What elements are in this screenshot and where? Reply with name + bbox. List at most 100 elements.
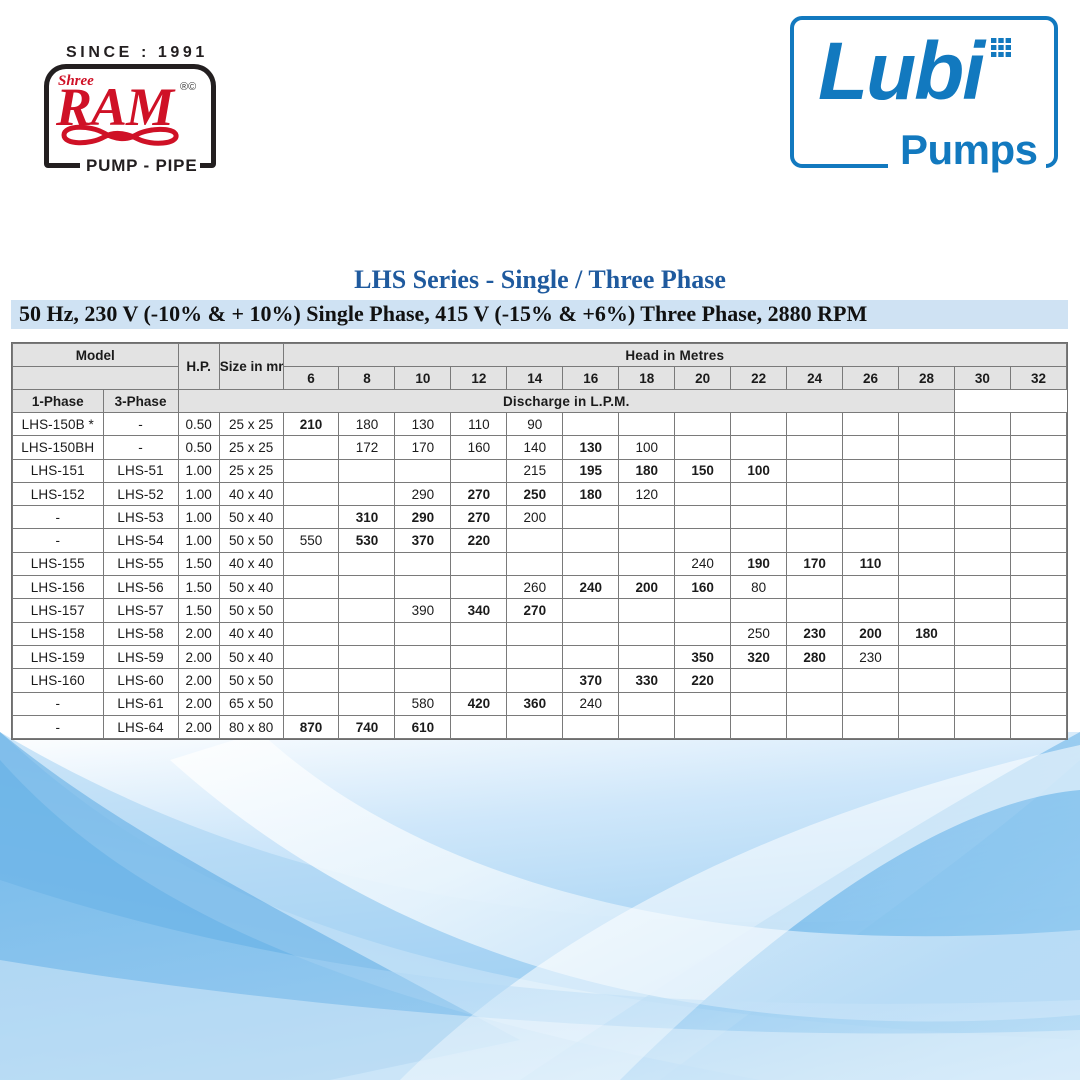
- cell-one-phase: LHS-156: [12, 575, 104, 600]
- cell-discharge-head-22: 250: [730, 621, 788, 646]
- cell-discharge-head-28: [898, 668, 955, 693]
- cell-discharge-head-8: [338, 644, 396, 670]
- cell-size: 80 x 80: [218, 714, 284, 740]
- cell-discharge-head-14: [506, 714, 564, 740]
- cell-discharge-head-8: 530: [338, 528, 396, 553]
- cell-discharge-head-18: 330: [618, 668, 676, 693]
- shree-ram-logo: SINCE : 1991 Shree RAM ®© PUMP - PIPE: [20, 18, 220, 176]
- cell-discharge-head-32: [1009, 575, 1068, 600]
- header-size: Size in mm: [218, 343, 284, 390]
- cell-three-phase: LHS-57: [102, 598, 179, 623]
- cell-discharge-head-14: 90: [506, 411, 564, 437]
- cell-discharge-head-30: [953, 551, 1011, 577]
- cell-one-phase: LHS-158: [12, 621, 104, 646]
- cell-discharge-head-10: 290: [394, 505, 452, 530]
- cell-discharge-head-18: [618, 411, 676, 437]
- cell-discharge-head-24: [786, 598, 844, 623]
- cell-discharge-head-10: [394, 551, 452, 577]
- cell-discharge-head-32: [1009, 668, 1068, 693]
- cell-three-phase: LHS-59: [102, 644, 179, 670]
- cell-discharge-head-6: [282, 505, 340, 530]
- cell-discharge-head-24: [786, 458, 844, 483]
- shree-wordmark: Shree: [58, 73, 94, 89]
- cell-discharge-head-6: [282, 435, 340, 460]
- cell-hp: 1.00: [177, 481, 220, 507]
- cell-discharge-head-14: 200: [506, 505, 564, 530]
- cell-discharge-head-16: [562, 621, 620, 646]
- specification-text: 50 Hz, 230 V (-10% & + 10%) Single Phase…: [19, 301, 868, 326]
- cell-discharge-head-20: [674, 691, 732, 716]
- cell-discharge-head-26: [842, 411, 900, 437]
- cell-one-phase: LHS-157: [12, 598, 104, 623]
- cell-discharge-head-10: 290: [394, 481, 452, 507]
- cell-discharge-head-14: 270: [506, 598, 564, 623]
- cell-discharge-head-24: 170: [786, 551, 844, 577]
- ram-swirl-icon: [61, 124, 179, 146]
- cell-discharge-head-24: [786, 575, 844, 600]
- header-model: Model: [12, 343, 179, 367]
- cell-discharge-head-18: 200: [618, 575, 676, 600]
- cell-discharge-head-18: [618, 714, 676, 740]
- cell-discharge-head-10: 390: [394, 598, 452, 623]
- cell-discharge-head-10: [394, 458, 452, 483]
- cell-discharge-head-16: 180: [562, 481, 620, 507]
- cell-discharge-head-18: 180: [618, 458, 676, 483]
- cell-discharge-head-12: 340: [450, 598, 508, 623]
- cell-discharge-head-18: [618, 691, 676, 716]
- cell-discharge-head-8: [338, 551, 396, 577]
- cell-discharge-head-30: [953, 575, 1011, 600]
- cell-one-phase: -: [12, 528, 104, 553]
- header-head-12: 12: [450, 366, 508, 390]
- cell-discharge-head-32: [1009, 528, 1068, 553]
- performance-table: Model H.P. Size in mm Head in Metres 681…: [12, 343, 1068, 740]
- cell-discharge-head-14: 140: [506, 435, 564, 460]
- cell-discharge-head-26: [842, 458, 900, 483]
- cell-hp: 2.00: [177, 714, 220, 740]
- cell-discharge-head-26: [842, 505, 900, 530]
- header-row-group: Model H.P. Size in mm Head in Metres: [12, 343, 1068, 390]
- cell-discharge-head-30: [953, 435, 1011, 460]
- cell-discharge-head-28: 180: [898, 621, 955, 646]
- cell-discharge-head-12: [450, 668, 508, 693]
- cell-hp: 2.00: [177, 644, 220, 670]
- cell-discharge-head-32: [1009, 551, 1068, 577]
- cell-discharge-head-14: [506, 621, 564, 646]
- cell-discharge-head-28: [898, 575, 955, 600]
- cell-discharge-head-24: [786, 481, 844, 507]
- cell-discharge-head-18: 100: [618, 435, 676, 460]
- cell-discharge-head-12: 160: [450, 435, 508, 460]
- cell-discharge-head-24: 230: [786, 621, 844, 646]
- header-head-in-metres: Head in Metres: [282, 343, 1068, 367]
- table-head: Model H.P. Size in mm Head in Metres 681…: [12, 343, 1068, 413]
- cell-discharge-head-20: [674, 528, 732, 553]
- cell-discharge-head-12: 420: [450, 691, 508, 716]
- cell-one-phase: -: [12, 691, 104, 716]
- table-row: LHS-160 LHS-60 2.00 50 x 50 370 330 220: [12, 668, 1068, 693]
- cell-discharge-head-6: 550: [282, 528, 340, 553]
- cell-discharge-head-24: [786, 505, 844, 530]
- cell-discharge-head-18: [618, 505, 676, 530]
- header-head-20: 20: [674, 366, 732, 390]
- cell-discharge-head-8: [338, 621, 396, 646]
- cell-discharge-head-20: 220: [674, 668, 732, 693]
- cell-discharge-head-26: [842, 598, 900, 623]
- cell-discharge-head-20: [674, 411, 732, 437]
- cell-discharge-head-10: 170: [394, 435, 452, 460]
- cell-discharge-head-10: [394, 644, 452, 670]
- cell-discharge-head-14: [506, 528, 564, 553]
- lubi-frame-gap: [888, 144, 1046, 168]
- cell-discharge-head-16: 195: [562, 458, 620, 483]
- cell-hp: 1.00: [177, 528, 220, 553]
- cell-discharge-head-32: [1009, 458, 1068, 483]
- lubi-grid-dots-icon: [991, 38, 1011, 57]
- cell-discharge-head-6: [282, 575, 340, 600]
- cell-three-phase: LHS-53: [102, 505, 179, 530]
- table-row: - LHS-54 1.00 50 x 50 550 530 370 220: [12, 528, 1068, 553]
- cell-discharge-head-22: [730, 598, 788, 623]
- cell-one-phase: -: [12, 505, 104, 530]
- cell-size: 40 x 40: [218, 551, 284, 577]
- cell-discharge-head-10: [394, 621, 452, 646]
- cell-discharge-head-20: [674, 598, 732, 623]
- cell-discharge-head-16: [562, 714, 620, 740]
